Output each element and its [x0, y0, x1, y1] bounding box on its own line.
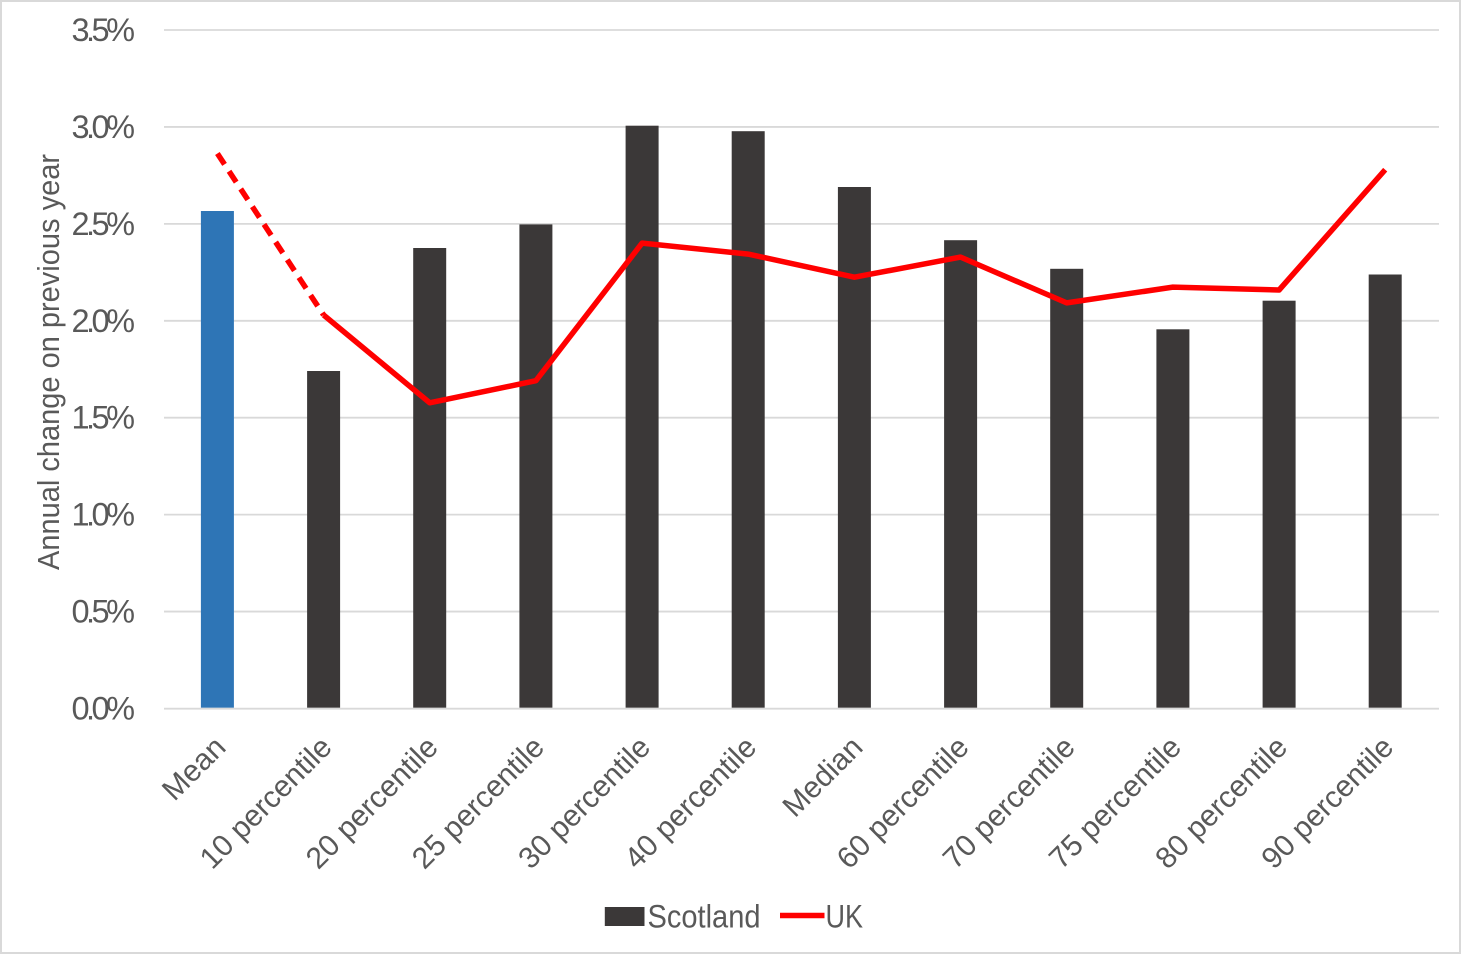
svg-text:Scotland: Scotland: [648, 899, 761, 935]
svg-text:UK: UK: [826, 899, 864, 935]
svg-text:2.5%: 2.5%: [72, 206, 136, 242]
svg-text:1.0%: 1.0%: [72, 497, 136, 533]
svg-text:0.0%: 0.0%: [72, 691, 136, 727]
svg-text:3.0%: 3.0%: [72, 109, 136, 145]
svg-text:0.5%: 0.5%: [72, 594, 136, 630]
svg-text:3.5%: 3.5%: [72, 12, 136, 48]
svg-text:2.0%: 2.0%: [72, 303, 136, 339]
svg-text:1.5%: 1.5%: [72, 400, 136, 436]
svg-text:Annual change on previous year: Annual change on previous year: [32, 154, 66, 570]
